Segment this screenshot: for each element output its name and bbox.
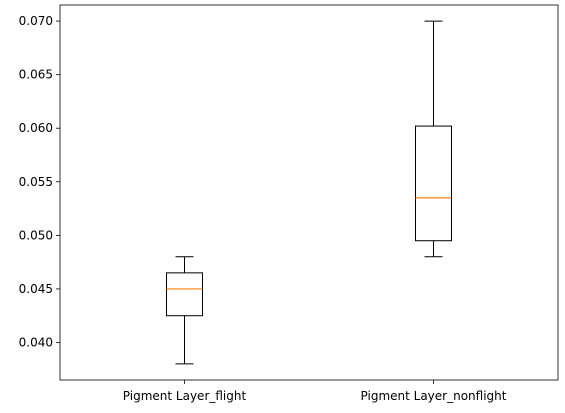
y-tick-label: 0.040 — [19, 336, 53, 350]
y-tick-label: 0.055 — [19, 175, 53, 189]
y-tick-label: 0.045 — [19, 282, 53, 296]
boxes-layer — [166, 20, 452, 365]
y-tick-label: 0.070 — [19, 14, 53, 28]
y-axis: 0.040 0.045 0.050 0.055 0.060 0.065 0.070 — [19, 14, 60, 350]
x-tick-label: Pigment Layer_flight — [123, 389, 247, 403]
box-group — [166, 256, 203, 365]
iqr-box — [166, 272, 203, 317]
x-tick-label: Pigment Layer_nonflight — [361, 389, 507, 403]
y-tick-label: 0.065 — [19, 68, 53, 82]
x-axis: Pigment Layer_flight Pigment Layer_nonfli… — [123, 380, 507, 403]
plot-area-frame — [59, 4, 559, 381]
iqr-box — [415, 125, 452, 242]
box-group — [415, 20, 452, 258]
y-tick-label: 0.050 — [19, 228, 53, 242]
y-tick-label: 0.060 — [19, 121, 53, 135]
